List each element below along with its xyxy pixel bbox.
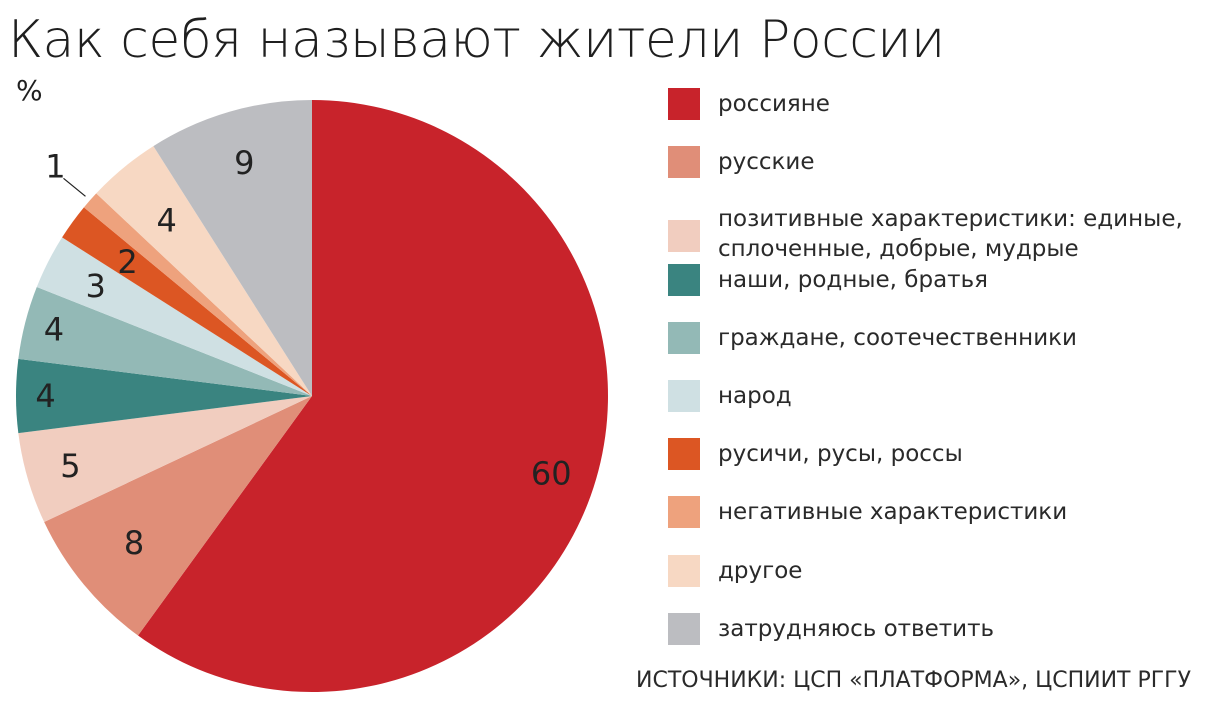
legend-item: русские — [668, 146, 1198, 178]
pie-slice — [36, 237, 312, 396]
legend-label: русские — [718, 147, 815, 177]
pie-slice — [18, 287, 313, 396]
slice-value-label: 3 — [86, 267, 106, 305]
slice-value-label: 9 — [234, 144, 254, 182]
legend-swatch — [668, 220, 700, 252]
chart-title: Как себя называют жители России — [8, 10, 945, 70]
legend-swatch — [668, 322, 700, 354]
legend-label: россияне — [718, 89, 830, 119]
pie-slice — [62, 207, 312, 396]
source-note: ИСТОЧНИКИ: ЦСП «ПЛАТФОРМА», ЦСПИИТ РГГУ — [636, 668, 1191, 693]
legend-label-line: сплоченные, добрые, мудрые — [718, 236, 1079, 262]
legend-label: другое — [718, 556, 802, 586]
legend-item: затрудняюсь ответить — [668, 613, 1198, 645]
slice-value-label: 5 — [60, 447, 80, 485]
pie-slice — [15, 358, 312, 434]
legend-label-line: граждане, соотечественники — [718, 325, 1077, 351]
legend-label-line: русские — [718, 149, 815, 175]
legend-swatch — [668, 496, 700, 528]
legend-label-line: негативные характеристики — [718, 499, 1068, 525]
legend-swatch — [668, 438, 700, 470]
legend-label-line: наши, родные, братья — [718, 267, 988, 293]
legend-label: затрудняюсь ответить — [718, 614, 994, 644]
legend-label-line: затрудняюсь ответить — [718, 616, 995, 642]
legend-item: наши, родные, братья — [668, 264, 1198, 296]
legend-label-line: народ — [718, 383, 792, 409]
pie-slice — [96, 146, 313, 396]
legend-swatch — [668, 380, 700, 412]
legend-swatch — [668, 613, 700, 645]
legend-item: негативные характеристики — [668, 496, 1198, 528]
legend-swatch — [668, 555, 700, 587]
legend-label: наши, родные, братья — [718, 265, 988, 295]
slice-value-label: 4 — [44, 311, 64, 349]
legend-label-line: позитивные характеристики: единые, — [718, 206, 1183, 232]
legend-label: народ — [718, 381, 792, 411]
legend-swatch — [668, 88, 700, 120]
pie-slice — [44, 396, 312, 636]
legend-label-line: россияне — [718, 91, 830, 117]
unit-label: % — [16, 74, 43, 107]
legend-item: россияне — [668, 88, 1198, 120]
pie-slice — [138, 100, 608, 692]
legend-label: негативные характеристики — [718, 497, 1067, 527]
legend-label-line: другое — [718, 558, 803, 584]
legend-item: русичи, русы, россы — [668, 438, 1198, 470]
slice-value-label: 8 — [124, 524, 144, 562]
pie-slice — [18, 396, 313, 523]
pie-slice — [153, 100, 312, 396]
slice-value-label: 2 — [117, 243, 137, 281]
slice-value-label: 4 — [35, 377, 55, 415]
legend-swatch — [668, 146, 700, 178]
legend-swatch — [668, 264, 700, 296]
slice-value-label: 4 — [157, 201, 177, 239]
legend-item: народ — [668, 380, 1198, 412]
pie-slice — [83, 193, 313, 396]
legend-item: граждане, соотечественники — [668, 322, 1198, 354]
legend-label: позитивные характеристики: единые, сплоче… — [718, 204, 1183, 264]
legend-item: позитивные характеристики: единые, сплоче… — [668, 204, 1198, 264]
legend-label: граждане, соотечественники — [718, 323, 1077, 353]
legend-label: русичи, русы, россы — [718, 439, 963, 469]
legend-item: другое — [668, 555, 1198, 587]
slice-value-label: 1 — [45, 147, 65, 185]
legend: россияне русские позитивные характеристики… — [668, 0, 1198, 702]
leader-line — [63, 177, 86, 197]
legend-label-line: русичи, русы, россы — [718, 441, 963, 467]
slice-value-label: 60 — [531, 455, 572, 493]
